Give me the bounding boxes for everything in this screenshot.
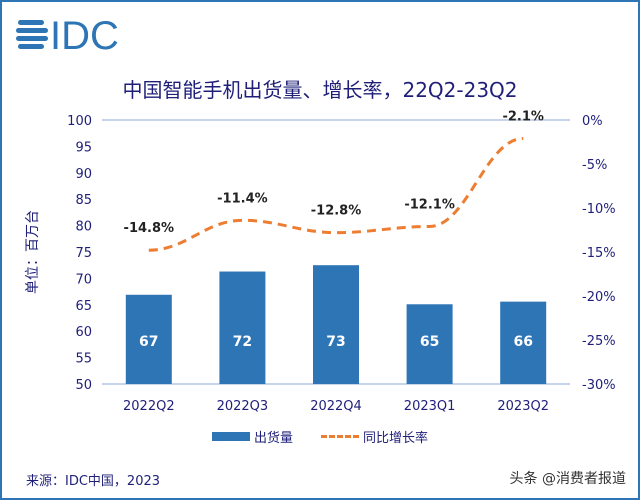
bar bbox=[500, 301, 547, 384]
chart-title: 中国智能手机出货量、增长率，22Q2-23Q2 bbox=[122, 78, 518, 102]
y2-tick-label: -25% bbox=[582, 334, 616, 349]
legend-item-bar: 出货量 bbox=[211, 427, 293, 446]
growth-line bbox=[148, 136, 524, 252]
line-data-label: -11.4% bbox=[217, 191, 268, 206]
x-tick-label: 2022Q2 bbox=[123, 399, 175, 414]
y2-tick-label: -5% bbox=[582, 158, 607, 173]
logo-text: IDC bbox=[50, 16, 119, 56]
bar-data-label: 66 bbox=[513, 334, 532, 350]
y2-tick-label: -10% bbox=[582, 202, 616, 217]
y-tick-label: 95 bbox=[75, 140, 92, 155]
y-tick-label: 85 bbox=[75, 193, 92, 208]
x-tick-label: 2023Q2 bbox=[497, 399, 549, 414]
x-tick-label: 2023Q1 bbox=[404, 399, 456, 414]
line-data-label: -12.8% bbox=[311, 204, 362, 219]
y-tick-label: 100 bbox=[67, 114, 92, 129]
bar bbox=[313, 265, 359, 384]
y2-tick-label: -30% bbox=[582, 378, 616, 393]
legend-bar-swatch bbox=[211, 432, 250, 441]
bar bbox=[219, 271, 266, 384]
y2-tick-label: 0% bbox=[582, 114, 603, 129]
legend-item-line: 同比增长率 bbox=[321, 427, 428, 446]
y-tick-label: 70 bbox=[75, 272, 92, 287]
legend-label: 同比增长率 bbox=[363, 431, 429, 446]
bar-data-label: 73 bbox=[326, 334, 345, 350]
source-note: 来源：IDC中国，2023 bbox=[26, 474, 161, 489]
bar bbox=[125, 294, 172, 384]
x-tick-label: 2022Q4 bbox=[310, 399, 362, 414]
y-tick-label: 80 bbox=[75, 220, 92, 235]
bar-data-label: 67 bbox=[139, 334, 158, 350]
bar-data-label: 65 bbox=[420, 334, 439, 350]
y2-tick-label: -20% bbox=[582, 290, 616, 305]
legend-label: 出货量 bbox=[253, 431, 293, 446]
line-data-label: -2.1% bbox=[502, 109, 543, 124]
bar bbox=[406, 304, 453, 384]
bar-data-label: 72 bbox=[233, 334, 252, 350]
y-tick-label: 55 bbox=[75, 352, 92, 367]
idc-logo: IDC bbox=[16, 16, 119, 56]
y-tick-label: 50 bbox=[75, 378, 92, 393]
y-tick-label: 90 bbox=[75, 167, 92, 182]
watermark: 头条 @消费者报道 bbox=[509, 471, 626, 487]
x-tick-label: 2022Q3 bbox=[217, 399, 269, 414]
y-tick-label: 65 bbox=[75, 299, 92, 314]
line-data-label: -14.8% bbox=[124, 221, 175, 236]
y-tick-label: 75 bbox=[75, 246, 92, 261]
legend: 出货量 同比增长率 bbox=[2, 427, 638, 446]
y2-tick-label: -15% bbox=[582, 246, 616, 261]
y-tick-label: 60 bbox=[75, 325, 92, 340]
line-data-label: -12.1% bbox=[404, 197, 455, 212]
legend-line-swatch bbox=[321, 435, 359, 438]
